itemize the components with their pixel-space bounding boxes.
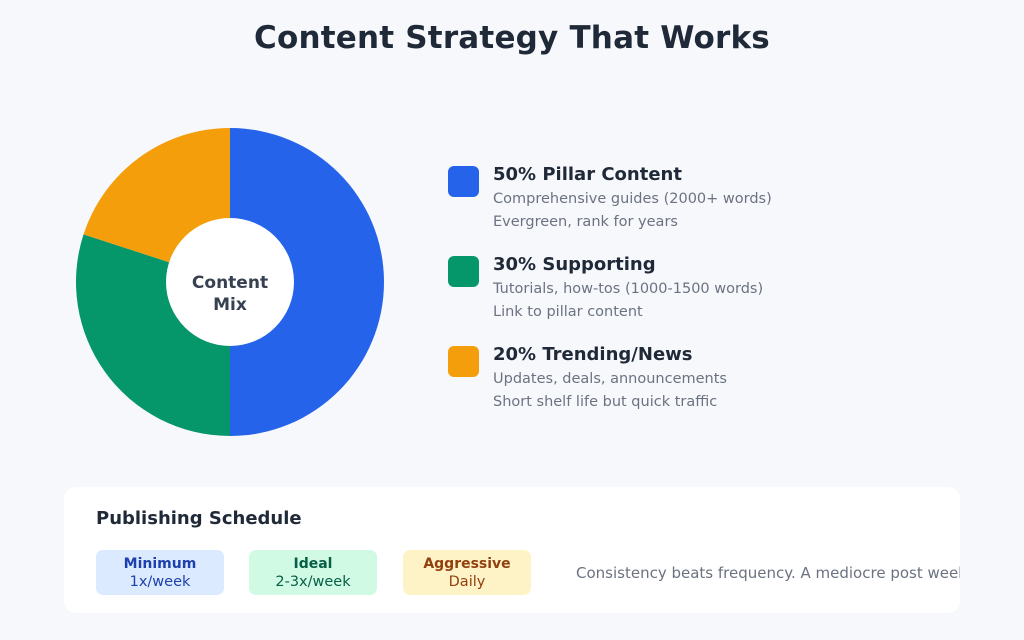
legend: 50% Pillar Content Comprehensive guides … [448, 164, 1008, 434]
donut-slice-pillar-content [230, 128, 384, 436]
schedule-option-value: 1x/week [129, 574, 191, 590]
donut-hole [166, 218, 294, 346]
legend-item-pillar: 50% Pillar Content Comprehensive guides … [448, 164, 1008, 254]
legend-description: Tutorials, how-tos (1000-1500 words) [493, 281, 764, 297]
content-mix-donut-chart: Content Mix [76, 128, 384, 436]
legend-description: Comprehensive guides (2000+ words) [493, 191, 772, 207]
schedule-note: Consistency beats frequency. A mediocre … [576, 564, 960, 582]
legend-swatch-trending [448, 346, 479, 377]
schedule-option-label: Ideal [293, 556, 333, 572]
legend-title: 50% Pillar Content [493, 164, 682, 185]
schedule-option-aggressive: Aggressive Daily [403, 550, 531, 595]
legend-description: Link to pillar content [493, 304, 643, 320]
legend-title: 30% Supporting [493, 254, 656, 275]
schedule-option-label: Aggressive [423, 556, 511, 572]
legend-item-supporting: 30% Supporting Tutorials, how-tos (1000-… [448, 254, 1008, 344]
publishing-schedule-card: Publishing Schedule Minimum 1x/week Idea… [64, 487, 960, 613]
legend-item-trending: 20% Trending/News Updates, deals, announ… [448, 344, 1008, 434]
legend-description: Evergreen, rank for years [493, 214, 678, 230]
legend-swatch-supporting [448, 256, 479, 287]
schedule-option-minimum: Minimum 1x/week [96, 550, 224, 595]
center-label-line-2: Mix [213, 295, 247, 315]
page-title: Content Strategy That Works [254, 20, 770, 56]
schedule-option-value: 2-3x/week [275, 574, 351, 590]
schedule-option-value: Daily [448, 574, 486, 590]
legend-swatch-pillar [448, 166, 479, 197]
legend-description: Short shelf life but quick traffic [493, 394, 718, 410]
schedule-option-ideal: Ideal 2-3x/week [249, 550, 377, 595]
legend-title: 20% Trending/News [493, 344, 693, 365]
schedule-option-label: Minimum [123, 556, 197, 572]
schedule-title: Publishing Schedule [96, 508, 302, 529]
center-label-line-1: Content [192, 273, 268, 293]
legend-description: Updates, deals, announcements [493, 371, 727, 387]
